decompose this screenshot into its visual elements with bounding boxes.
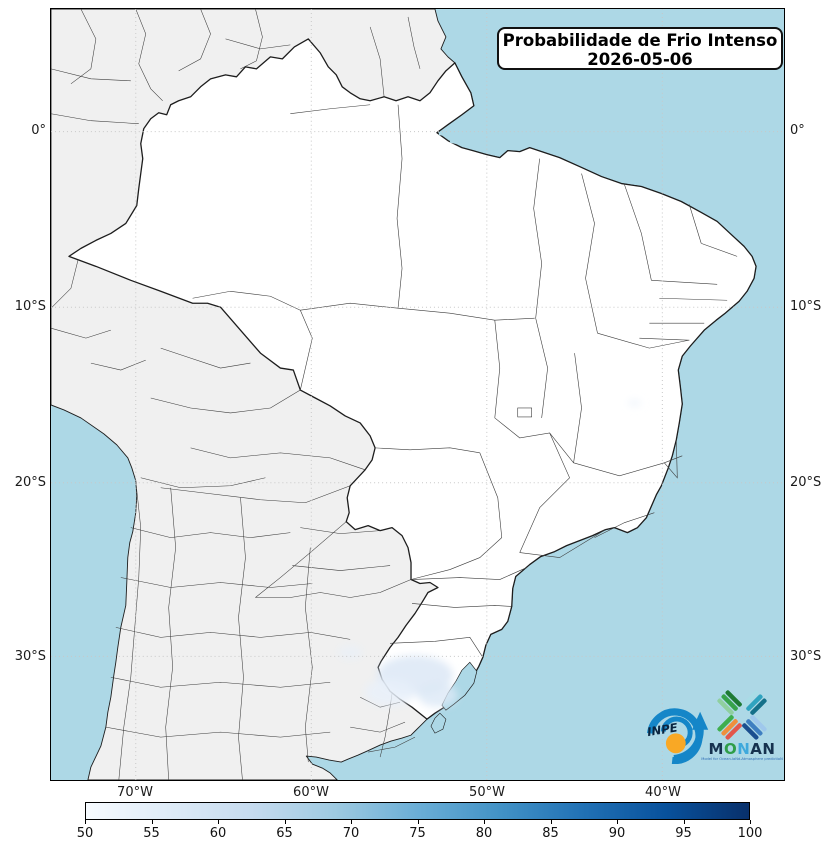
lat-label-right-30: 30°S	[790, 649, 822, 664]
foreign-admin-borders	[51, 9, 421, 780]
map-canvas	[50, 8, 785, 781]
lagoa-mirim	[430, 712, 447, 734]
colorbar-tick-label: 50	[76, 826, 94, 841]
colorbar-tick-label: 100	[737, 826, 763, 841]
lon-label-70w: 70°W	[117, 785, 153, 800]
colorbar-tick-label: 90	[608, 826, 626, 841]
monan-logo: MONAN Model for Ocean-laNd-Atmosphere pr…	[698, 684, 786, 768]
monan-tagline: Model for Ocean-laNd-Atmosphere predicti…	[701, 757, 783, 761]
lat-label-left-20: 20°S	[14, 475, 46, 490]
colorbar-tick-label: 80	[475, 826, 493, 841]
map-date: 2026-05-06	[587, 50, 693, 69]
colorbar-tickmark	[550, 820, 552, 824]
lat-label-right-10: 10°S	[790, 299, 822, 314]
colorbar-tick-label: 70	[342, 826, 360, 841]
colorbar-tickmark	[284, 820, 286, 824]
lat-label-left-10: 10°S	[14, 299, 46, 314]
monan-x-icon	[717, 690, 767, 740]
colorbar-tickmark	[351, 820, 352, 824]
colorbar-tickmark	[750, 820, 751, 824]
inpe-arrowhead-icon	[692, 711, 709, 730]
inpe-orange-ball-icon	[665, 733, 686, 754]
brazil-state-borders	[192, 104, 738, 658]
monan-wordmark: MONAN	[709, 740, 776, 758]
colorbar-tickmark	[617, 820, 618, 824]
colorbar-tick-label: 65	[276, 826, 293, 841]
lon-label-50w: 50°W	[469, 785, 505, 800]
colorbar-tick-label: 85	[542, 826, 559, 841]
colorbar	[85, 802, 750, 820]
lat-label-left-30: 30°S	[14, 649, 46, 664]
colorbar-tickmark	[417, 820, 419, 824]
lat-label-right-20: 20°S	[790, 475, 822, 490]
colorbar-tickmark	[484, 820, 485, 824]
lon-label-60w: 60°W	[293, 785, 329, 800]
title-box: Probabilidade de Frio Intenso 2026-05-06	[497, 27, 783, 70]
colorbar-tick-label: 75	[409, 826, 426, 841]
map-title: Probabilidade de Frio Intenso	[502, 31, 778, 50]
colorbar-tickmark	[85, 820, 86, 824]
colorbar-tickmark	[683, 820, 685, 824]
colorbar-tickmark	[151, 820, 153, 824]
graticule	[51, 9, 784, 780]
lat-label-right-0: 0°	[790, 123, 805, 138]
colorbar-tick-label: 60	[209, 826, 227, 841]
colorbar-tickmark	[218, 820, 219, 824]
brazil-landmass	[68, 38, 757, 720]
inpe-logo: INPE	[638, 692, 710, 765]
colorbar-tick-label: 55	[143, 826, 160, 841]
probability-field	[338, 398, 642, 708]
lat-label-left-0: 0°	[31, 123, 46, 138]
inpe-wordmark: INPE	[646, 720, 679, 739]
south-america-map	[51, 9, 784, 780]
lon-label-40w: 40°W	[645, 785, 681, 800]
colorbar-tick-label: 95	[675, 826, 692, 841]
inpe-swirl-arrow-shaft	[673, 727, 704, 763]
